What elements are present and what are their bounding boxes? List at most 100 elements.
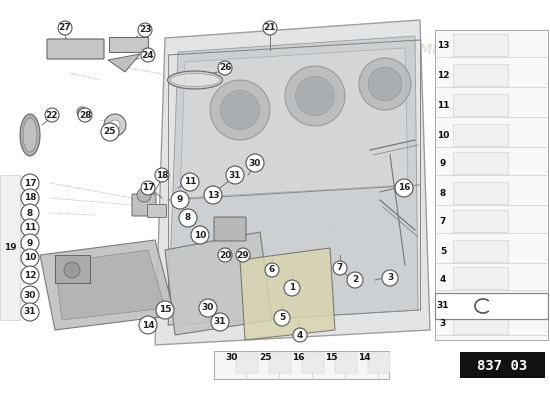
Ellipse shape bbox=[23, 118, 37, 152]
Polygon shape bbox=[155, 20, 430, 345]
Text: 11: 11 bbox=[24, 224, 36, 232]
Text: 9: 9 bbox=[27, 238, 33, 248]
Circle shape bbox=[101, 123, 119, 141]
Text: 8: 8 bbox=[440, 190, 446, 198]
Ellipse shape bbox=[170, 74, 220, 86]
Text: 30: 30 bbox=[24, 290, 36, 300]
Circle shape bbox=[368, 67, 402, 101]
Text: 9: 9 bbox=[177, 196, 183, 204]
Circle shape bbox=[21, 303, 39, 321]
FancyBboxPatch shape bbox=[0, 175, 20, 320]
Text: 7: 7 bbox=[337, 264, 343, 272]
Text: 9: 9 bbox=[440, 160, 446, 168]
Text: 30: 30 bbox=[202, 304, 214, 312]
Polygon shape bbox=[55, 250, 165, 320]
FancyBboxPatch shape bbox=[435, 30, 548, 340]
FancyBboxPatch shape bbox=[302, 353, 324, 373]
Text: 23: 23 bbox=[139, 26, 151, 34]
Circle shape bbox=[141, 181, 155, 195]
Circle shape bbox=[236, 248, 250, 262]
Text: 31: 31 bbox=[24, 308, 36, 316]
Circle shape bbox=[359, 58, 411, 110]
FancyBboxPatch shape bbox=[214, 217, 246, 241]
Text: 14: 14 bbox=[358, 352, 370, 362]
Circle shape bbox=[265, 263, 279, 277]
Text: 29: 29 bbox=[236, 250, 249, 260]
FancyBboxPatch shape bbox=[453, 210, 508, 232]
Circle shape bbox=[226, 166, 244, 184]
Text: 385: 385 bbox=[444, 56, 496, 80]
Circle shape bbox=[395, 179, 413, 197]
Text: 4: 4 bbox=[297, 330, 303, 340]
Text: 15: 15 bbox=[159, 306, 171, 314]
Text: 20: 20 bbox=[219, 250, 231, 260]
Circle shape bbox=[139, 316, 157, 334]
Text: LAMBORGHINIS: LAMBORGHINIS bbox=[399, 43, 521, 57]
Circle shape bbox=[191, 226, 209, 244]
Text: 10: 10 bbox=[437, 132, 449, 140]
Text: 1: 1 bbox=[289, 284, 295, 292]
Circle shape bbox=[295, 76, 334, 116]
Text: 28: 28 bbox=[79, 110, 91, 120]
Circle shape bbox=[293, 328, 307, 342]
Circle shape bbox=[21, 266, 39, 284]
Text: 3: 3 bbox=[440, 320, 446, 328]
Polygon shape bbox=[40, 240, 175, 330]
Circle shape bbox=[221, 90, 260, 130]
Circle shape bbox=[64, 262, 80, 278]
Circle shape bbox=[218, 61, 232, 75]
Circle shape bbox=[181, 173, 199, 191]
FancyBboxPatch shape bbox=[55, 255, 90, 283]
Text: 27: 27 bbox=[59, 24, 72, 32]
Polygon shape bbox=[240, 248, 335, 340]
Circle shape bbox=[155, 168, 169, 182]
Text: 11: 11 bbox=[437, 102, 449, 110]
Circle shape bbox=[285, 66, 345, 126]
Text: 26: 26 bbox=[219, 64, 231, 72]
Text: 2: 2 bbox=[352, 276, 358, 284]
Text: 17: 17 bbox=[142, 184, 155, 192]
Circle shape bbox=[263, 21, 277, 35]
Text: 30: 30 bbox=[249, 158, 261, 168]
FancyBboxPatch shape bbox=[453, 182, 508, 204]
Circle shape bbox=[138, 23, 152, 37]
Text: 3: 3 bbox=[387, 274, 393, 282]
Text: 19: 19 bbox=[4, 242, 16, 252]
FancyBboxPatch shape bbox=[453, 312, 508, 334]
Text: 31: 31 bbox=[229, 170, 241, 180]
Circle shape bbox=[347, 272, 363, 288]
Text: 12: 12 bbox=[437, 72, 449, 80]
Text: 7: 7 bbox=[440, 218, 446, 226]
Text: 13: 13 bbox=[437, 42, 449, 50]
Text: 15: 15 bbox=[324, 352, 337, 362]
FancyBboxPatch shape bbox=[147, 204, 167, 218]
FancyBboxPatch shape bbox=[453, 240, 508, 262]
Text: 8: 8 bbox=[27, 208, 33, 218]
Circle shape bbox=[141, 48, 155, 62]
Circle shape bbox=[21, 234, 39, 252]
FancyBboxPatch shape bbox=[132, 194, 156, 216]
FancyBboxPatch shape bbox=[236, 353, 258, 373]
FancyBboxPatch shape bbox=[453, 94, 508, 116]
Text: 12: 12 bbox=[24, 270, 36, 280]
Circle shape bbox=[274, 310, 290, 326]
Circle shape bbox=[204, 186, 222, 204]
Text: 10: 10 bbox=[194, 230, 206, 240]
FancyBboxPatch shape bbox=[453, 267, 508, 289]
Circle shape bbox=[21, 189, 39, 207]
FancyBboxPatch shape bbox=[453, 34, 508, 56]
FancyBboxPatch shape bbox=[435, 293, 548, 319]
Circle shape bbox=[210, 80, 270, 140]
Circle shape bbox=[21, 286, 39, 304]
Circle shape bbox=[218, 248, 232, 262]
FancyBboxPatch shape bbox=[368, 353, 390, 373]
FancyBboxPatch shape bbox=[453, 124, 508, 146]
Text: 22: 22 bbox=[46, 110, 58, 120]
Text: 837 03: 837 03 bbox=[477, 359, 527, 373]
FancyBboxPatch shape bbox=[269, 353, 291, 373]
FancyBboxPatch shape bbox=[214, 351, 389, 379]
Circle shape bbox=[78, 108, 92, 122]
Text: 16: 16 bbox=[398, 184, 410, 192]
Text: 8: 8 bbox=[185, 214, 191, 222]
Polygon shape bbox=[108, 54, 140, 72]
